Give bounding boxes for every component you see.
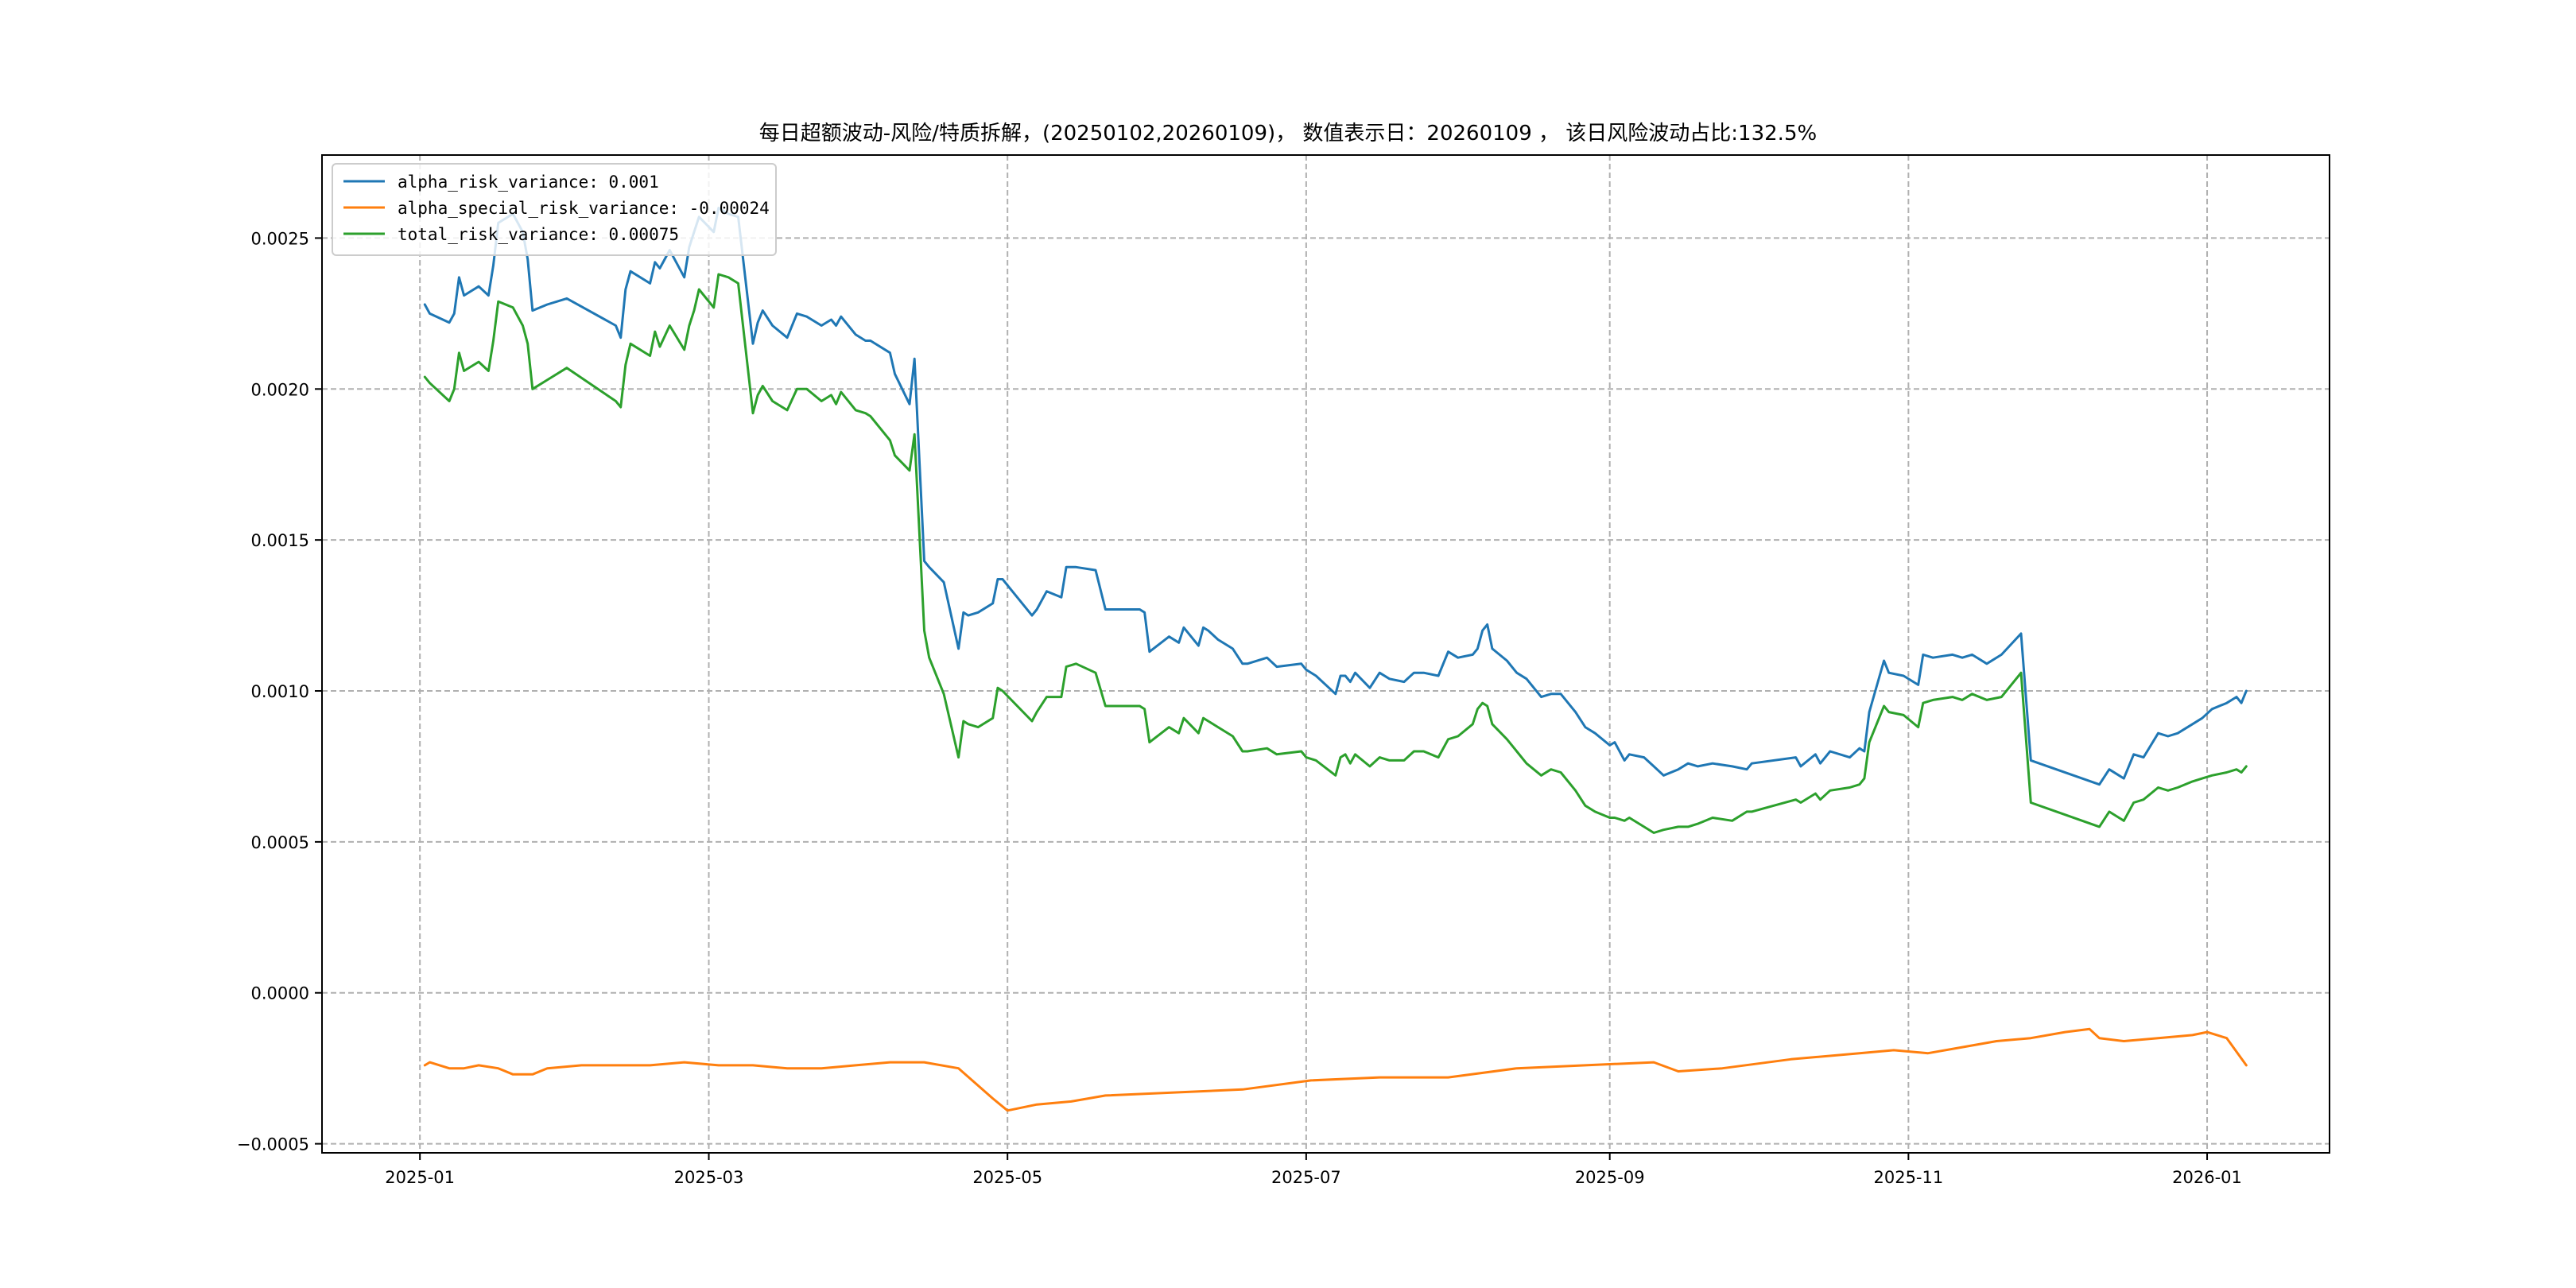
x-tick-label: 2025-03	[674, 1168, 744, 1187]
legend-label: alpha_risk_variance: 0.001	[398, 173, 659, 192]
y-tick-label: 0.0015	[251, 531, 309, 550]
series-line-2	[423, 1027, 2248, 1112]
x-tick-label: 2025-07	[1271, 1168, 1341, 1187]
plot-area-frame	[321, 154, 2330, 1154]
y-axis: −0.0005 0.0000 0.0005 0.0010 0.0015 0.0020 0.0…	[237, 229, 322, 1154]
x-axis: 2025-01 2025-03 2025-05 2025-07 2025-09 2025-…	[385, 1153, 2242, 1187]
y-tick-label: 0.0000	[251, 984, 309, 1003]
legend-label: alpha_special_risk_variance: -0.00024	[398, 199, 770, 218]
y-tick-label: 0.0025	[251, 229, 309, 248]
legend-label: total_risk_variance: 0.00075	[398, 225, 679, 244]
x-tick-label: 2025-01	[385, 1168, 455, 1187]
y-tick-label: −0.0005	[237, 1135, 309, 1154]
y-tick-label: 0.0005	[251, 833, 309, 852]
x-tick-label: 2025-11	[1873, 1168, 1943, 1187]
chart-title: 每日超额波动-风险/特质拆解，(20250102,20260109)， 数值表示…	[759, 122, 1817, 145]
legend-box	[332, 163, 777, 256]
series-line-3	[423, 273, 2248, 834]
y-tick-label: 0.0020	[251, 380, 309, 399]
x-tick-label: 2026-01	[2172, 1168, 2242, 1187]
x-tick-label: 2025-05	[972, 1168, 1042, 1187]
y-tick-label: 0.0010	[251, 682, 309, 701]
plot-area-background	[322, 155, 2330, 1153]
x-tick-label: 2025-09	[1575, 1168, 1645, 1187]
grid-lines	[322, 155, 2330, 1153]
legend: alpha_risk_variance: 0.001 alpha_special_…	[332, 163, 777, 256]
